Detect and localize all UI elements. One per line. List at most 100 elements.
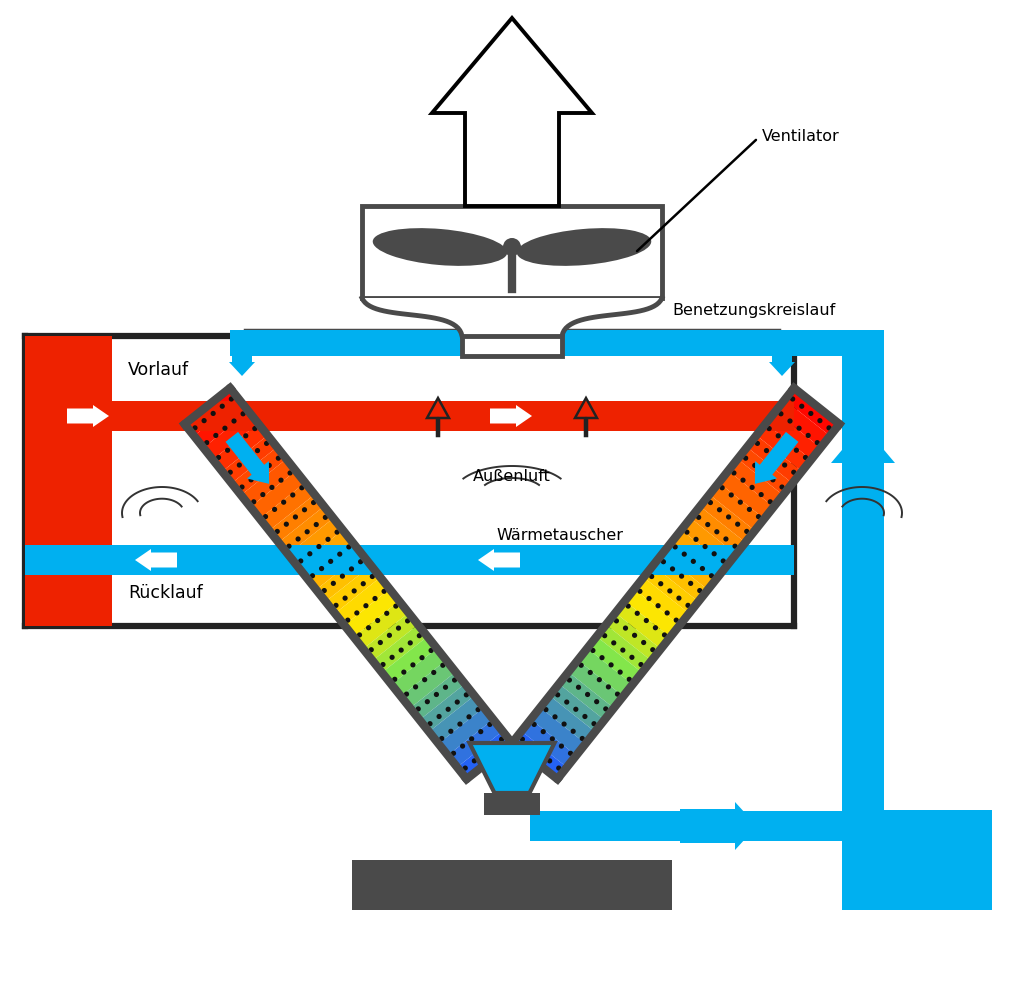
Circle shape	[464, 693, 469, 698]
Polygon shape	[362, 298, 662, 336]
Circle shape	[627, 677, 632, 682]
Polygon shape	[420, 684, 474, 732]
Polygon shape	[784, 388, 840, 436]
Polygon shape	[663, 542, 717, 590]
Circle shape	[644, 618, 649, 623]
Circle shape	[637, 589, 642, 594]
Circle shape	[396, 626, 401, 631]
Circle shape	[768, 499, 773, 504]
Polygon shape	[204, 411, 258, 459]
Polygon shape	[578, 649, 633, 697]
Circle shape	[729, 492, 734, 498]
Circle shape	[538, 751, 543, 756]
Circle shape	[568, 750, 573, 755]
Circle shape	[351, 589, 356, 594]
Circle shape	[225, 448, 230, 453]
Circle shape	[384, 611, 389, 616]
Circle shape	[469, 737, 474, 742]
Circle shape	[803, 455, 808, 460]
Circle shape	[706, 522, 711, 527]
Circle shape	[603, 707, 608, 712]
Circle shape	[617, 670, 623, 675]
Bar	[25, 545, 794, 575]
Polygon shape	[260, 483, 314, 531]
Circle shape	[284, 522, 289, 527]
Circle shape	[334, 603, 339, 608]
Circle shape	[799, 403, 804, 409]
Polygon shape	[364, 613, 418, 661]
Circle shape	[529, 744, 535, 749]
Circle shape	[434, 692, 439, 697]
FancyArrow shape	[67, 405, 109, 427]
Circle shape	[389, 655, 394, 660]
Circle shape	[556, 765, 561, 770]
Circle shape	[411, 663, 416, 668]
Circle shape	[740, 478, 745, 483]
Circle shape	[460, 744, 465, 748]
Circle shape	[773, 455, 778, 460]
Circle shape	[665, 611, 670, 616]
Polygon shape	[615, 601, 671, 649]
Circle shape	[723, 536, 728, 542]
Circle shape	[451, 750, 456, 755]
Circle shape	[782, 462, 787, 468]
Circle shape	[439, 736, 444, 742]
Circle shape	[346, 544, 351, 550]
Circle shape	[240, 484, 245, 490]
Polygon shape	[644, 566, 698, 614]
Circle shape	[440, 663, 445, 668]
Circle shape	[316, 544, 322, 549]
Polygon shape	[625, 589, 680, 637]
Circle shape	[721, 559, 726, 564]
Bar	[362, 206, 662, 298]
Circle shape	[357, 633, 362, 638]
Polygon shape	[429, 696, 483, 744]
Circle shape	[808, 411, 813, 416]
Circle shape	[455, 700, 460, 705]
Circle shape	[726, 514, 731, 520]
Circle shape	[360, 581, 366, 586]
Circle shape	[193, 425, 198, 430]
Polygon shape	[344, 589, 399, 637]
Circle shape	[231, 418, 237, 423]
Text: Wärmetauscher: Wärmetauscher	[497, 529, 624, 544]
Polygon shape	[241, 459, 296, 507]
Polygon shape	[251, 471, 305, 519]
Circle shape	[398, 648, 403, 653]
Circle shape	[428, 648, 434, 653]
Polygon shape	[530, 708, 586, 755]
Circle shape	[720, 485, 725, 490]
Circle shape	[597, 677, 602, 683]
Circle shape	[737, 500, 743, 505]
Circle shape	[697, 588, 702, 593]
Circle shape	[653, 625, 658, 631]
Bar	[484, 793, 540, 815]
Circle shape	[794, 448, 799, 453]
Circle shape	[646, 596, 651, 601]
Circle shape	[791, 396, 796, 401]
Bar	[842, 330, 884, 841]
Circle shape	[252, 426, 257, 431]
Circle shape	[676, 596, 682, 601]
Circle shape	[413, 685, 418, 690]
Circle shape	[708, 500, 713, 505]
Circle shape	[373, 596, 378, 601]
Circle shape	[792, 470, 797, 475]
Circle shape	[296, 536, 301, 542]
Circle shape	[787, 418, 793, 423]
Circle shape	[564, 700, 569, 705]
Polygon shape	[710, 483, 764, 531]
Circle shape	[590, 648, 596, 653]
Circle shape	[481, 751, 486, 756]
Circle shape	[342, 596, 348, 601]
Circle shape	[685, 603, 690, 608]
Circle shape	[731, 470, 736, 476]
Circle shape	[310, 573, 315, 579]
Circle shape	[649, 574, 654, 579]
Polygon shape	[400, 660, 456, 708]
Circle shape	[699, 566, 705, 571]
Circle shape	[328, 559, 333, 564]
Circle shape	[204, 440, 209, 445]
Circle shape	[550, 737, 555, 742]
Bar	[25, 336, 112, 626]
